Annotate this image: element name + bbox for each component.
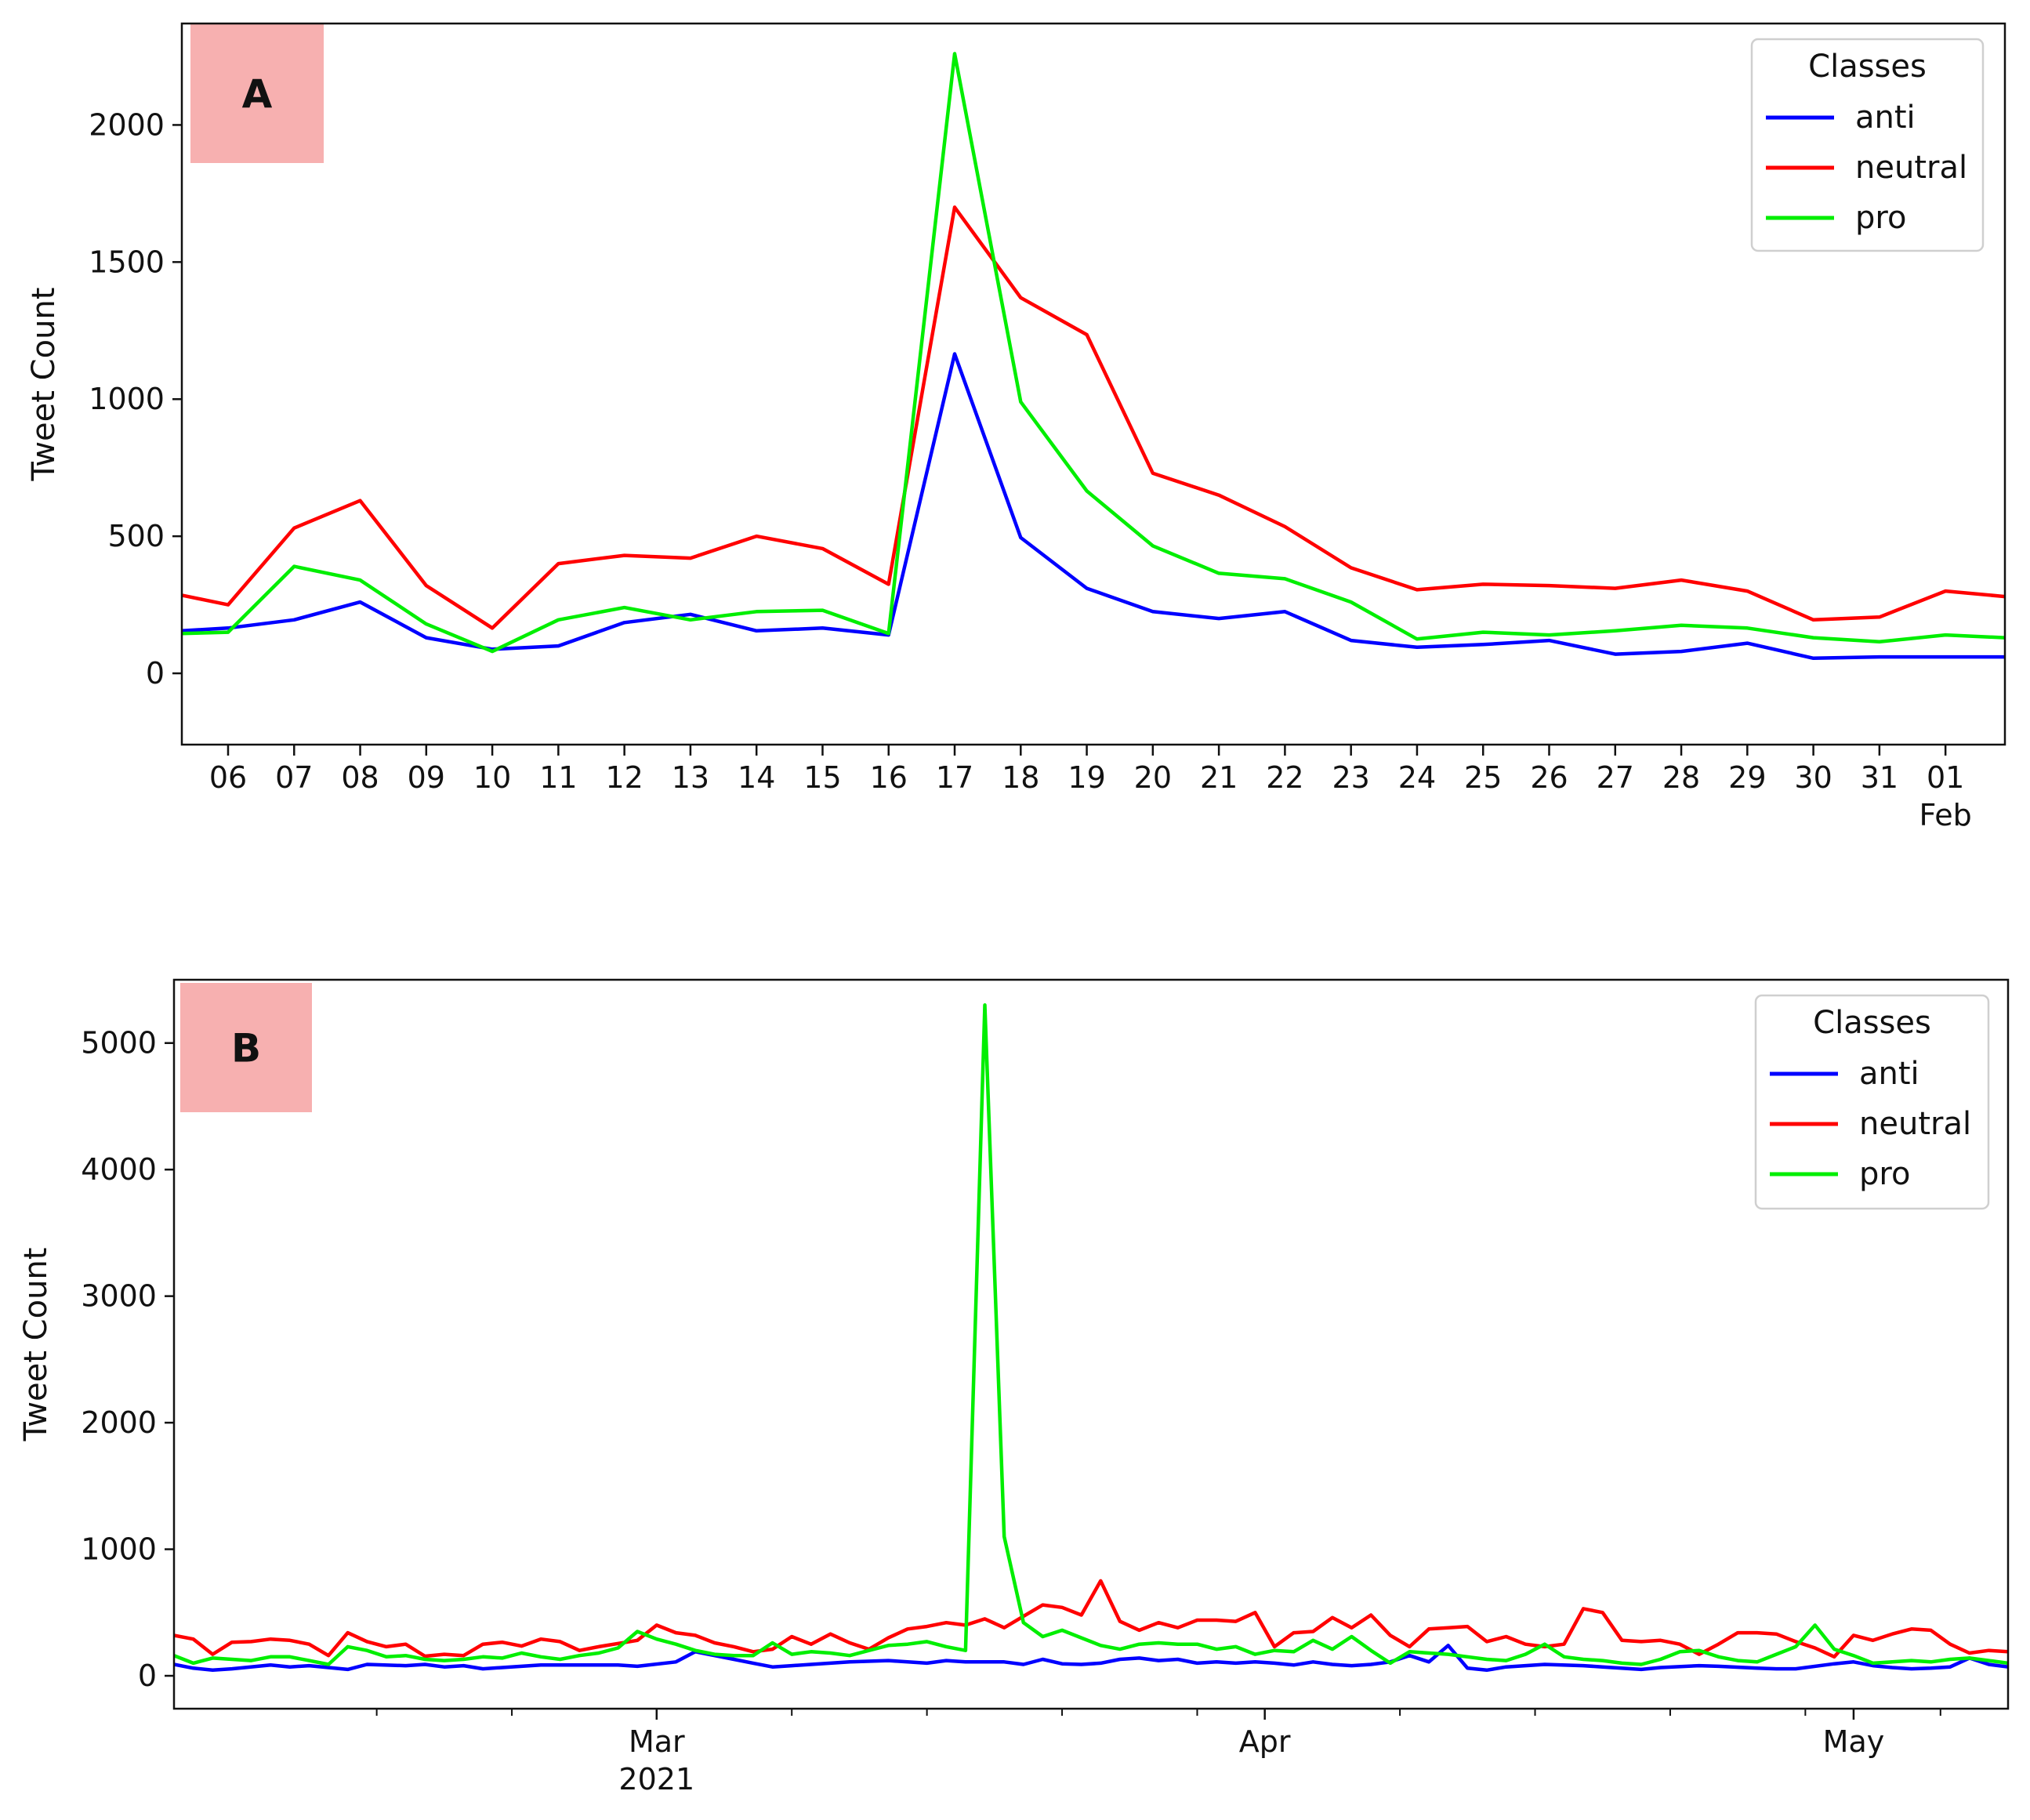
y-tick-label: 0 <box>146 656 165 691</box>
x-tick-label: 06 <box>209 760 247 795</box>
x-tick-label: 25 <box>1464 760 1502 795</box>
panel-label-badge <box>190 24 324 163</box>
plot-frame <box>180 22 2006 746</box>
x-tick-sublabel: Feb <box>1919 798 1972 832</box>
series-line-neutral <box>174 1579 2008 1659</box>
panel-label: B <box>231 1026 261 1071</box>
x-tick-label: 16 <box>870 760 908 795</box>
series-line-neutral <box>182 205 2005 630</box>
series-line-anti <box>182 352 2005 661</box>
y-tick-label: 0 <box>138 1659 157 1693</box>
y-axis-label: Tweet Count <box>18 1248 54 1442</box>
y-tick-label: 4000 <box>81 1152 157 1187</box>
y-axis-label: Tweet Count <box>26 288 62 482</box>
x-tick-label: 17 <box>936 760 973 795</box>
panel-label-badge <box>180 983 312 1112</box>
x-tick-label: 22 <box>1266 760 1303 795</box>
x-tick-label: 23 <box>1332 760 1369 795</box>
panel-b-chart: B 0 1000 2000 3000 4000 5000 Tweet Count Mar2021… <box>18 978 2010 1796</box>
x-tick-label: 08 <box>341 760 379 795</box>
y-tick-label: 2000 <box>81 1405 157 1440</box>
x-tick-label: 10 <box>473 760 511 795</box>
legend-label-neutral: neutral <box>1855 150 1967 186</box>
legend-title: Classes <box>1813 1005 1931 1041</box>
x-tick-label: 07 <box>275 760 313 795</box>
x-tick-label: 01 <box>1927 760 1964 795</box>
legend-label-anti: anti <box>1855 100 1916 136</box>
y-tick-label: 1000 <box>89 382 165 416</box>
x-tick-label: 27 <box>1597 760 1634 795</box>
y-tick-label: 5000 <box>81 1026 157 1060</box>
panel-a-chart: A 0 500 1000 1500 2000 Tweet Count 06 07 08 09 10 11… <box>26 22 2006 832</box>
x-tick-label: 24 <box>1398 760 1436 795</box>
x-tick-sublabel: 2021 <box>618 1762 694 1796</box>
x-tick-label: 19 <box>1068 760 1105 795</box>
series-lines <box>182 52 2005 661</box>
x-tick-label: 14 <box>738 760 775 795</box>
x-tick-label: Mar <box>629 1724 685 1759</box>
x-tick-label: 11 <box>539 760 577 795</box>
x-tick-label: 21 <box>1200 760 1238 795</box>
legend-label-neutral: neutral <box>1859 1106 1971 1142</box>
series-line-anti <box>174 1644 2008 1673</box>
x-tick-label: 18 <box>1002 760 1039 795</box>
panel-label: A <box>242 71 273 117</box>
legend-title: Classes <box>1808 49 1927 85</box>
x-tick-label: 29 <box>1728 760 1766 795</box>
y-tick-label: 3000 <box>81 1279 157 1314</box>
x-tick-label: 13 <box>672 760 709 795</box>
y-tick-label: 2000 <box>89 107 165 142</box>
plot-frame <box>172 978 2010 1710</box>
x-tick-label: Apr <box>1239 1724 1291 1759</box>
x-tick-label: 15 <box>803 760 841 795</box>
x-tick-label: 31 <box>1861 760 1898 795</box>
y-tick-label: 500 <box>107 519 165 553</box>
legend-box <box>1750 38 1985 252</box>
x-tick-label: 26 <box>1530 760 1568 795</box>
y-tick-label: 1000 <box>81 1532 157 1567</box>
x-tick-label: 09 <box>408 760 445 795</box>
x-tick-label: May <box>1823 1724 1885 1759</box>
legend-label-anti: anti <box>1859 1056 1919 1092</box>
x-tick-label: 28 <box>1662 760 1700 795</box>
y-tick-label: 1500 <box>89 245 165 279</box>
x-tick-label: 20 <box>1134 760 1172 795</box>
series-line-pro <box>174 1003 2008 1666</box>
x-tick-label: 30 <box>1794 760 1832 795</box>
legend-label-pro: pro <box>1859 1156 1910 1192</box>
series-lines <box>174 1003 2008 1673</box>
legend-box <box>1754 994 1990 1210</box>
legend-label-pro: pro <box>1855 200 1906 236</box>
x-tick-label: 12 <box>605 760 643 795</box>
series-line-pro <box>182 52 2005 654</box>
